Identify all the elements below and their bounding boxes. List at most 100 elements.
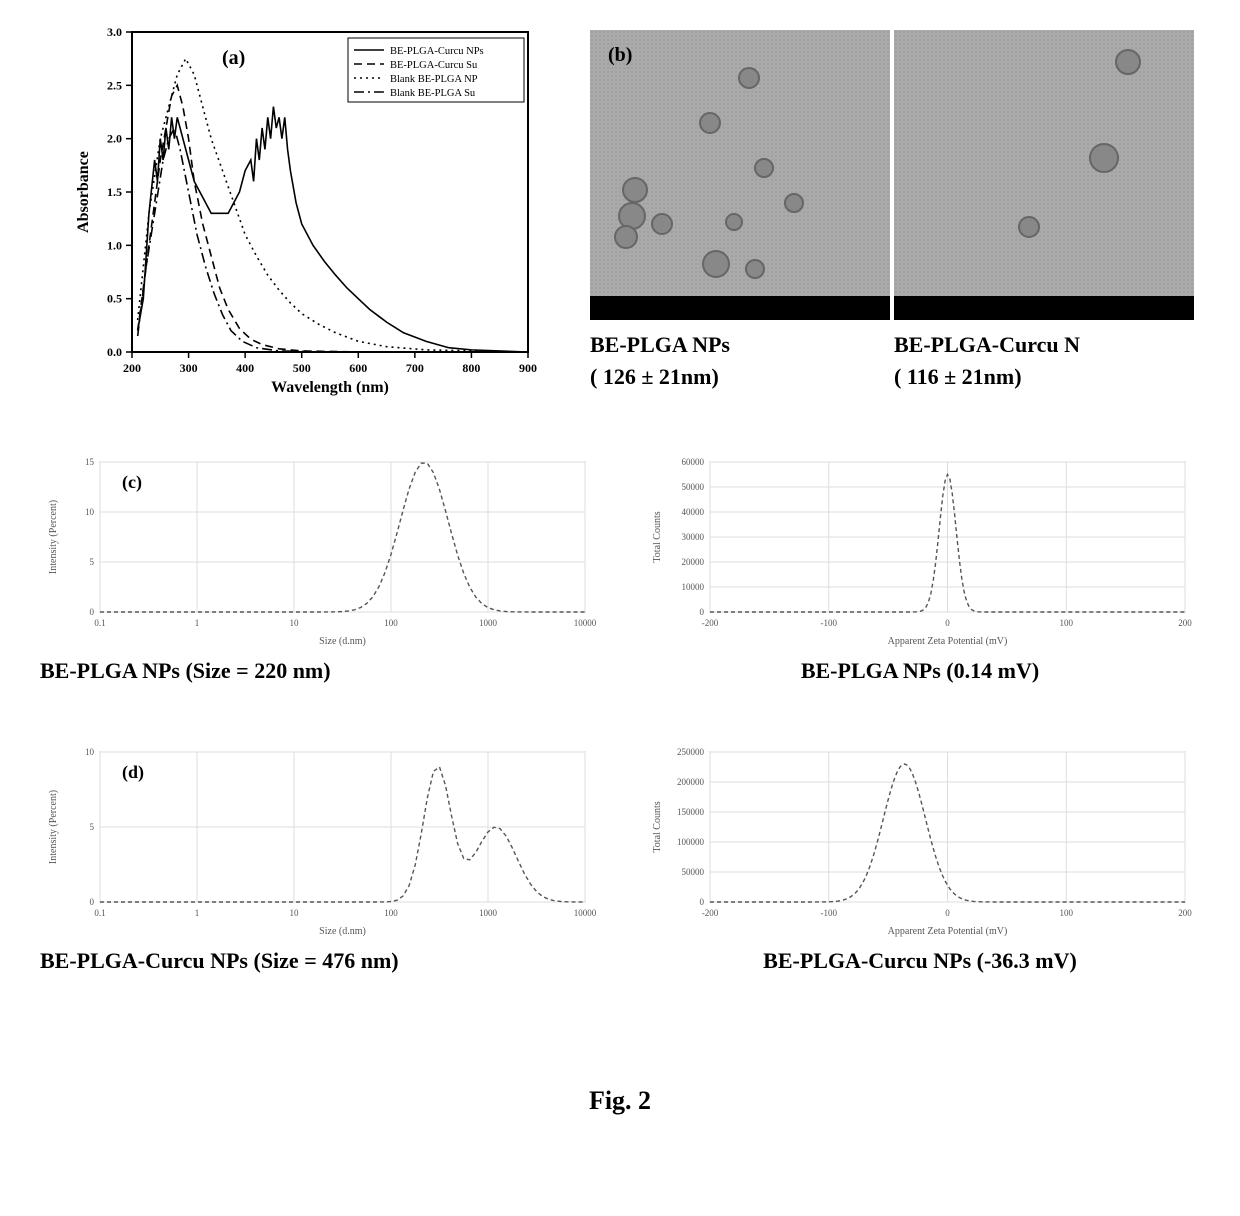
figure-2-container: 2003004005006007008009000.00.51.01.52.02… <box>0 0 1240 1216</box>
tem-scalebar-right <box>894 296 1194 320</box>
svg-text:0.1: 0.1 <box>94 618 105 628</box>
svg-text:3.0: 3.0 <box>107 25 122 39</box>
svg-text:100: 100 <box>1060 908 1074 918</box>
svg-text:0: 0 <box>700 607 705 617</box>
panel-d-left: 05100.1110100100010000Intensity (Percent… <box>40 740 600 974</box>
svg-text:1: 1 <box>195 908 200 918</box>
svg-text:5: 5 <box>90 557 95 567</box>
svg-text:100: 100 <box>384 618 398 628</box>
svg-text:10: 10 <box>290 908 300 918</box>
svg-text:0: 0 <box>700 897 705 907</box>
svg-text:Total Counts: Total Counts <box>652 801 663 852</box>
svg-text:200: 200 <box>123 361 141 375</box>
svg-text:Size (d.nm): Size (d.nm) <box>319 636 366 647</box>
svg-text:20000: 20000 <box>682 557 705 567</box>
panel-a: 2003004005006007008009000.00.51.01.52.02… <box>70 20 540 400</box>
svg-text:-100: -100 <box>821 618 838 628</box>
tem-scalebar-left <box>590 296 890 320</box>
svg-text:-200: -200 <box>702 908 719 918</box>
svg-text:200: 200 <box>1178 618 1192 628</box>
svg-text:1.0: 1.0 <box>107 238 122 252</box>
svg-text:10000: 10000 <box>682 582 705 592</box>
nanoparticle <box>622 177 648 203</box>
panel-c-right-chart: 0 10000 20000 30000 40000 50000 60000 -200 -100 0… <box>640 450 1200 650</box>
figure-label: Fig. 2 <box>0 1086 1240 1116</box>
svg-text:-200: -200 <box>702 618 719 628</box>
svg-text:10: 10 <box>85 747 95 757</box>
svg-text:800: 800 <box>462 361 480 375</box>
svg-text:-100: -100 <box>821 908 838 918</box>
panel-c-right: 0 10000 20000 30000 40000 50000 60000 -200 -100 0… <box>640 450 1200 684</box>
panel-d-right: 050000100000150000200000250000-200-10001… <box>640 740 1200 974</box>
svg-text:0.0: 0.0 <box>107 345 122 359</box>
svg-text:BE-PLGA-Curcu Su: BE-PLGA-Curcu Su <box>390 60 478 71</box>
panel-a-chart: 2003004005006007008009000.00.51.01.52.02… <box>70 20 540 400</box>
svg-text:Apparent Zeta Potential (mV): Apparent Zeta Potential (mV) <box>888 926 1008 937</box>
nanoparticle <box>738 67 760 89</box>
panel-c-left-chart: 0510150.1110100100010000Intensity (Perce… <box>40 450 600 650</box>
svg-text:40000: 40000 <box>682 507 705 517</box>
nanoparticle <box>699 112 721 134</box>
panel-c-right-caption: BE-PLGA NPs (0.14 mV) <box>640 658 1200 684</box>
svg-text:500: 500 <box>293 361 311 375</box>
svg-text:0.1: 0.1 <box>94 908 105 918</box>
nanoparticle <box>784 193 804 213</box>
svg-text:1000: 1000 <box>479 908 498 918</box>
svg-text:15: 15 <box>85 457 95 467</box>
svg-text:(d): (d) <box>122 762 144 783</box>
tem-right-caption-1: BE-PLGA-Curcu N <box>894 332 1194 358</box>
tem-right-caption-2: ( 116 ± 21nm) <box>894 364 1194 390</box>
svg-text:Blank BE-PLGA Su: Blank BE-PLGA Su <box>390 88 476 99</box>
svg-text:0: 0 <box>945 908 950 918</box>
svg-text:0: 0 <box>945 618 950 628</box>
svg-text:0: 0 <box>90 607 95 617</box>
svg-text:Apparent Zeta Potential (mV): Apparent Zeta Potential (mV) <box>888 636 1008 647</box>
panel-b: (b) BE-PLGA NPs ( 126 ± 21nm) BE-PLGA-Cu… <box>590 30 1230 390</box>
panel-c-left-caption: BE-PLGA NPs (Size = 220 nm) <box>40 658 600 684</box>
panel-d-left-chart: 05100.1110100100010000Intensity (Percent… <box>40 740 600 940</box>
svg-text:600: 600 <box>349 361 367 375</box>
nanoparticle <box>651 213 673 235</box>
panel-d-right-caption: BE-PLGA-Curcu NPs (-36.3 mV) <box>640 948 1200 974</box>
svg-text:2.5: 2.5 <box>107 78 122 92</box>
svg-text:200: 200 <box>1178 908 1192 918</box>
panel-b-letter: (b) <box>608 44 632 67</box>
nanoparticle <box>1018 216 1040 238</box>
nanoparticle <box>1115 49 1141 75</box>
tem-image-right <box>894 30 1194 320</box>
nanoparticle <box>725 213 743 231</box>
svg-text:1000: 1000 <box>479 618 498 628</box>
svg-text:60000: 60000 <box>682 457 705 467</box>
svg-text:250000: 250000 <box>677 747 705 757</box>
svg-text:10000: 10000 <box>574 618 597 628</box>
tem-left-caption-2: ( 126 ± 21nm) <box>590 364 890 390</box>
nanoparticle <box>702 250 730 278</box>
svg-text:30000: 30000 <box>682 532 705 542</box>
svg-text:(a): (a) <box>222 47 245 69</box>
panel-d-left-caption: BE-PLGA-Curcu NPs (Size = 476 nm) <box>40 948 600 974</box>
svg-text:BE-PLGA-Curcu NPs: BE-PLGA-Curcu NPs <box>390 46 484 57</box>
svg-text:Blank BE-PLGA NP: Blank BE-PLGA NP <box>390 74 478 85</box>
svg-text:Intensity (Percent): Intensity (Percent) <box>48 790 59 864</box>
nanoparticle <box>754 158 774 178</box>
panel-d-right-chart: 050000100000150000200000250000-200-10001… <box>640 740 1200 940</box>
svg-text:5: 5 <box>90 822 95 832</box>
svg-text:50000: 50000 <box>682 482 705 492</box>
svg-text:Total Counts: Total Counts <box>652 511 663 562</box>
svg-text:200000: 200000 <box>677 777 705 787</box>
svg-text:900: 900 <box>519 361 537 375</box>
svg-text:700: 700 <box>406 361 424 375</box>
svg-text:2.0: 2.0 <box>107 132 122 146</box>
svg-text:150000: 150000 <box>677 807 705 817</box>
svg-text:100000: 100000 <box>677 837 705 847</box>
svg-text:Absorbance: Absorbance <box>75 151 92 233</box>
nanoparticle <box>1089 143 1119 173</box>
svg-text:0: 0 <box>90 897 95 907</box>
svg-text:Intensity (Percent): Intensity (Percent) <box>48 500 59 574</box>
svg-text:10: 10 <box>85 507 95 517</box>
panel-c-left: 0510150.1110100100010000Intensity (Perce… <box>40 450 600 684</box>
nanoparticle <box>745 259 765 279</box>
svg-text:Wavelength (nm): Wavelength (nm) <box>271 379 389 396</box>
svg-text:0.5: 0.5 <box>107 292 122 306</box>
svg-text:1.5: 1.5 <box>107 185 122 199</box>
